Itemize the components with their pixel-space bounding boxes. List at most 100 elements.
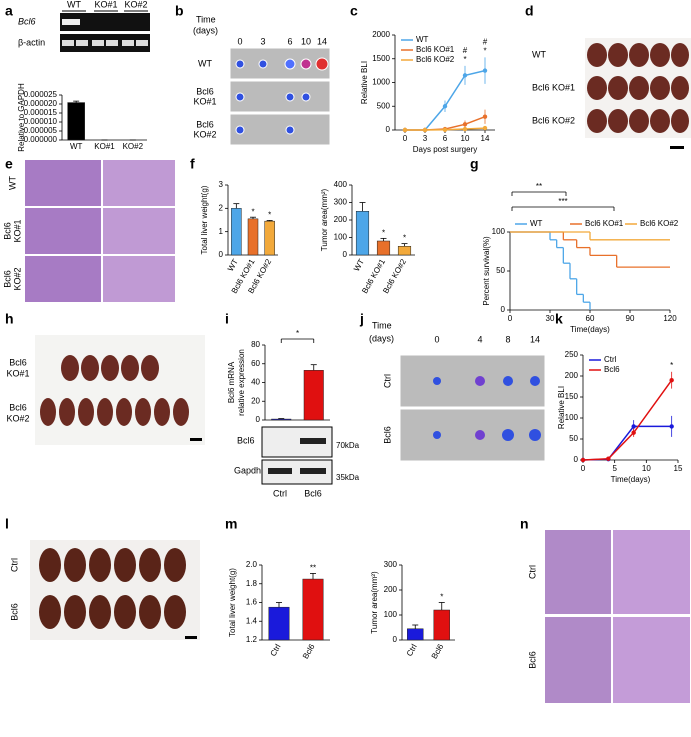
point <box>462 122 468 127</box>
row-label: Bcl6 <box>9 402 27 412</box>
x-tick-label: 15 <box>674 464 683 473</box>
point <box>442 104 448 109</box>
y-tick-label: 40 <box>251 378 260 387</box>
y-tick-label: 0 <box>343 250 348 259</box>
panel-label: g <box>470 156 479 172</box>
y-tick-label: 2 <box>219 203 224 212</box>
row-label: WT <box>7 176 17 190</box>
x-tick-label: 0 <box>403 134 408 143</box>
x-axis-label: Days post surgery <box>413 145 477 154</box>
y-tick-label: 50 <box>569 434 578 443</box>
panel-label: d <box>525 3 534 19</box>
day-label: 4 <box>477 334 482 344</box>
row-label: Bcl6 <box>382 426 392 444</box>
y-tick-label: 100 <box>492 227 506 236</box>
y-tick-label: 0.000015 <box>24 108 58 117</box>
bar <box>231 208 242 256</box>
liver-photo <box>585 38 691 149</box>
point <box>462 126 468 132</box>
x-tick-label: 10 <box>461 134 470 143</box>
lane-label: Ctrl <box>273 488 287 498</box>
y-tick-label: 0 <box>501 305 506 314</box>
x-tick-label: 10 <box>642 464 651 473</box>
y-tick-label: 0 <box>256 415 261 424</box>
x-tick-label: 0 <box>508 314 513 323</box>
significance: *** <box>558 197 567 206</box>
x-tick-label: 0 <box>581 464 586 473</box>
y-tick-label: 300 <box>384 560 398 569</box>
panel-label: j <box>359 311 364 327</box>
y-axis-label: Relative to GAPDH <box>17 83 26 152</box>
row-label: Bcl6 <box>237 435 255 445</box>
legend-label: WT <box>530 219 543 228</box>
row-label: Gapdh <box>234 465 261 475</box>
y-tick-label: 1500 <box>372 54 390 63</box>
y-tick-label: 400 <box>334 180 348 189</box>
y-tick-label: 300 <box>334 198 348 207</box>
y-axis-label: Total liver weight(g) <box>228 568 237 637</box>
row-label: Bcl6 <box>9 357 27 367</box>
y-tick-label: 100 <box>565 413 579 422</box>
row-label: KO#1 <box>12 219 22 242</box>
y-tick-label: 200 <box>565 371 579 380</box>
point <box>482 68 488 73</box>
bar <box>268 606 290 641</box>
row-label: Bcl6 KO#2 <box>532 115 575 125</box>
y-tick-label: 1000 <box>372 78 390 87</box>
panel-label: l <box>5 516 9 532</box>
bar <box>264 220 275 256</box>
panel-label: i <box>225 311 229 327</box>
row-label: KO#2 <box>193 129 216 139</box>
day-label: 3 <box>260 36 265 46</box>
point <box>669 378 674 383</box>
y-tick-label: 50 <box>496 266 505 275</box>
y-tick-label: 2000 <box>372 30 390 39</box>
day-label: 0 <box>434 334 439 344</box>
day-label: 0 <box>237 36 242 46</box>
row-label: Ctrl <box>527 565 537 579</box>
y-tick-label: 1 <box>219 227 224 236</box>
bar <box>407 628 424 641</box>
panel-label: a <box>5 3 13 19</box>
row-label: Bcl6 <box>196 119 214 129</box>
y-axis-label: relative expression <box>237 349 246 416</box>
legend-label: Bcl6 KO#1 <box>585 219 624 228</box>
x-tick-label: WT <box>70 142 83 151</box>
significance: * <box>440 593 443 602</box>
y-axis-label: Total liver weight(g) <box>200 185 209 254</box>
panel-label: b <box>175 3 184 19</box>
y-tick-label: 100 <box>384 610 398 619</box>
y-tick-label: 0 <box>574 455 579 464</box>
row-label: Bcl6 KO#1 <box>532 82 575 92</box>
y-axis-label: Tumor area(mm²) <box>370 571 379 634</box>
bar <box>271 418 292 421</box>
liver-photo <box>30 540 200 640</box>
significance: ** <box>536 182 542 191</box>
y-axis-label: Relative BLI <box>557 386 566 429</box>
x-tick-label: 60 <box>586 314 595 323</box>
point <box>580 457 586 463</box>
histology-images <box>25 160 175 302</box>
significance: # <box>463 46 468 55</box>
bar <box>247 218 259 256</box>
point <box>402 127 408 133</box>
row-label: KO#2 <box>6 413 29 423</box>
day-label: 14 <box>530 334 540 344</box>
point <box>442 127 448 132</box>
day-label: 8 <box>505 334 510 344</box>
x-tick-label: WT <box>352 257 366 272</box>
point <box>462 73 468 78</box>
panel-label: e <box>5 156 13 172</box>
x-tick-label: 120 <box>663 314 677 323</box>
y-tick-label: 0.000010 <box>24 117 58 126</box>
bar <box>433 609 450 641</box>
legend-label: Bcl6 KO#2 <box>640 219 679 228</box>
y-axis-label: Tumor area(mm²) <box>320 188 329 251</box>
row-label: Bcl6 <box>18 16 36 26</box>
x-tick-label: 90 <box>626 314 635 323</box>
y-tick-label: 60 <box>251 359 260 368</box>
significance: * <box>670 361 673 370</box>
line <box>582 379 673 461</box>
x-tick-label: 3 <box>423 134 428 143</box>
